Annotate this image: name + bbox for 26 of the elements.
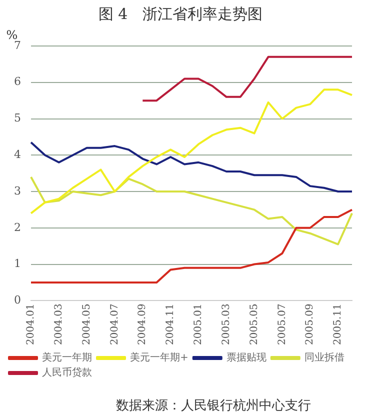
chart-title: 图 4 浙江省利率走势图 <box>98 4 263 23</box>
legend-label: 票据贴现 <box>226 352 266 364</box>
x-tick-label: 2005.05 <box>248 304 260 346</box>
x-tick-label: 2005.11 <box>332 304 344 346</box>
x-tick-label: 2005.09 <box>304 304 316 346</box>
source-note: 数据来源：人民银行杭州中心支行 <box>116 397 311 414</box>
x-tick-label: 2005.01 <box>193 304 204 346</box>
x-tick-label: 2004.07 <box>109 304 120 346</box>
x-tick-label: 2004.01 <box>26 304 37 346</box>
x-tick-label: 2004.11 <box>165 304 176 346</box>
x-tick-label: 2005.03 <box>220 304 232 346</box>
legend-label: 人民币贷款 <box>42 366 92 379</box>
x-tick-label: 2005.07 <box>276 304 288 346</box>
legend-label: 同业拆借 <box>304 352 344 364</box>
y-tick-label: 0 <box>14 294 21 307</box>
y-tick-label: 5 <box>14 112 21 125</box>
y-tick-label: 3 <box>14 184 21 198</box>
y-tick-label: 2 <box>14 220 21 234</box>
x-tick-label: 2004.05 <box>81 304 92 346</box>
y-tick-label: 4 <box>14 148 21 161</box>
y-tick-label: 1 <box>14 257 21 270</box>
y-tick-label: 6 <box>14 75 21 88</box>
legend-label: 美元一年期+ <box>130 352 188 364</box>
legend-label: 美元一年期 <box>42 352 92 364</box>
x-tick-label: 2004.03 <box>54 304 65 346</box>
x-tick-label: 2004.09 <box>137 304 148 346</box>
